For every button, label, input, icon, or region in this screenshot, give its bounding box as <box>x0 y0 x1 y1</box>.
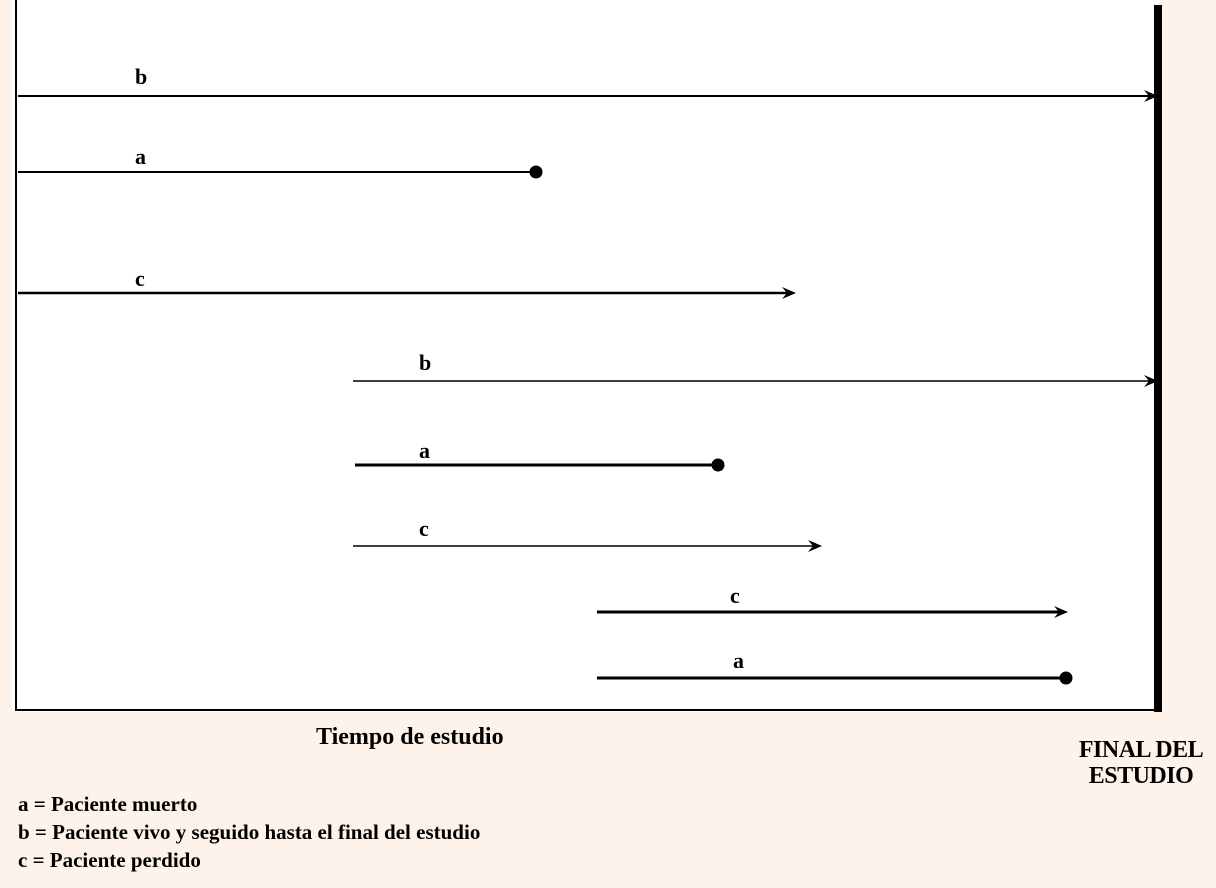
arrowhead-marker <box>1054 606 1068 618</box>
patient-segment <box>18 90 1158 102</box>
study-end-label: FINAL DEL ESTUDIO <box>1066 737 1216 790</box>
segment-label: a <box>135 144 146 169</box>
study-end-label-line1: FINAL DEL <box>1078 737 1204 763</box>
legend-item-a: a = Paciente muerto <box>18 792 198 816</box>
segment-label: a <box>733 648 744 673</box>
segment-label: a <box>419 438 430 463</box>
segment-label: c <box>135 266 145 291</box>
legend-item-b: b = Paciente vivo y seguido hasta el fin… <box>18 820 481 844</box>
segment-label: b <box>135 64 148 89</box>
patient-segment <box>355 458 725 472</box>
patient-segment <box>597 671 1073 685</box>
patient-segment <box>353 540 822 552</box>
legend: a = Paciente muerto b = Paciente vivo y … <box>18 790 480 874</box>
plot-area <box>12 0 1160 712</box>
patient-segment <box>353 375 1158 387</box>
study-end-label-line2: ESTUDIO <box>1088 762 1194 789</box>
arrowhead-marker <box>1144 375 1158 387</box>
death-dot-marker <box>711 458 725 472</box>
patient-segments <box>18 90 1158 685</box>
patient-segment <box>18 287 796 299</box>
segment-label: c <box>730 583 740 608</box>
legend-item-c: c = Paciente perdido <box>18 848 201 872</box>
patient-segment <box>18 165 543 179</box>
segment-label: c <box>419 516 429 541</box>
x-axis-label: Tiempo de estudio <box>316 724 504 750</box>
arrowhead-marker <box>1144 90 1158 102</box>
arrowhead-marker <box>808 540 822 552</box>
arrowhead-marker <box>782 287 796 299</box>
segment-label: b <box>419 350 432 375</box>
patient-segment <box>597 606 1068 618</box>
death-dot-marker <box>529 165 543 179</box>
death-dot-marker <box>1059 671 1073 685</box>
